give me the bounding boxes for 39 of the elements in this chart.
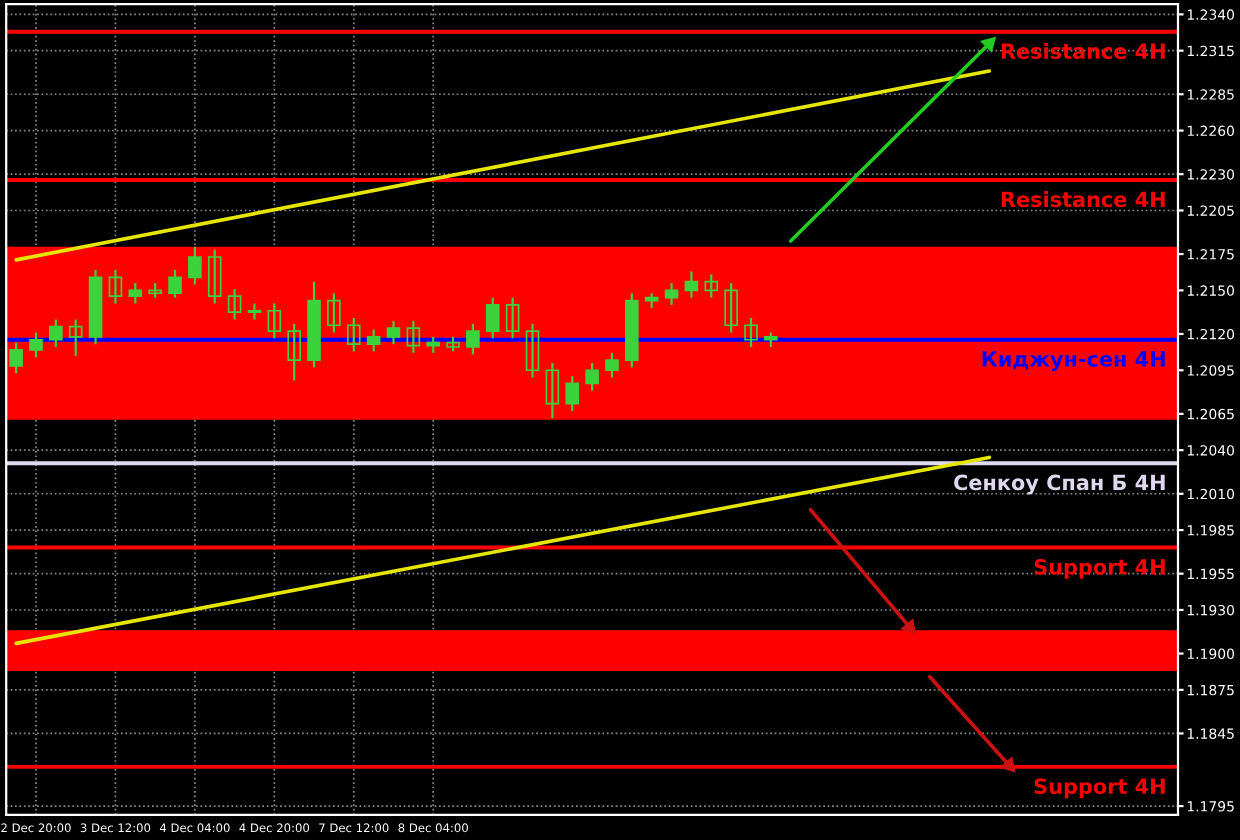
candlestick — [486, 296, 500, 340]
candlestick — [227, 287, 242, 321]
candlestick — [188, 245, 202, 286]
candlestick — [207, 248, 222, 305]
candlestick — [346, 316, 361, 353]
point — [901, 619, 916, 635]
candlestick — [366, 328, 381, 353]
candlestick — [287, 322, 301, 382]
candlestick — [704, 273, 719, 299]
candlestick — [247, 302, 262, 321]
point — [1000, 757, 1016, 772]
candlestick — [9, 341, 23, 375]
ref-line-label: Сенкоу Спан Б 4H — [954, 474, 1165, 495]
candlestick — [267, 302, 282, 340]
ref-line-label: Resistance 4H — [1001, 191, 1165, 208]
ref-line-label: Resistance 4H — [1001, 42, 1165, 60]
ref-line-label: Support 4H — [1034, 558, 1165, 579]
ref-line-label: Киджун-сен 4H — [982, 351, 1165, 372]
candlestick — [128, 282, 143, 305]
candlestick — [466, 322, 480, 356]
candlestick — [108, 268, 123, 305]
candlestick — [327, 292, 341, 334]
candlestick — [168, 268, 182, 299]
candlestick — [406, 319, 421, 354]
candlestick — [684, 270, 699, 299]
candlestick — [68, 318, 83, 357]
ref-line-label: Support 4H — [1034, 778, 1165, 799]
candlestick — [525, 322, 540, 379]
candlestick — [545, 361, 560, 420]
candlestick — [724, 282, 738, 334]
candlestick — [29, 331, 43, 359]
candlestick — [49, 318, 63, 349]
candlestick — [565, 374, 580, 413]
candlestick — [744, 316, 758, 349]
candlestick — [386, 319, 401, 346]
candlestick — [505, 296, 520, 340]
point — [981, 37, 996, 52]
candlestick — [585, 361, 599, 392]
candlestick — [605, 351, 619, 379]
